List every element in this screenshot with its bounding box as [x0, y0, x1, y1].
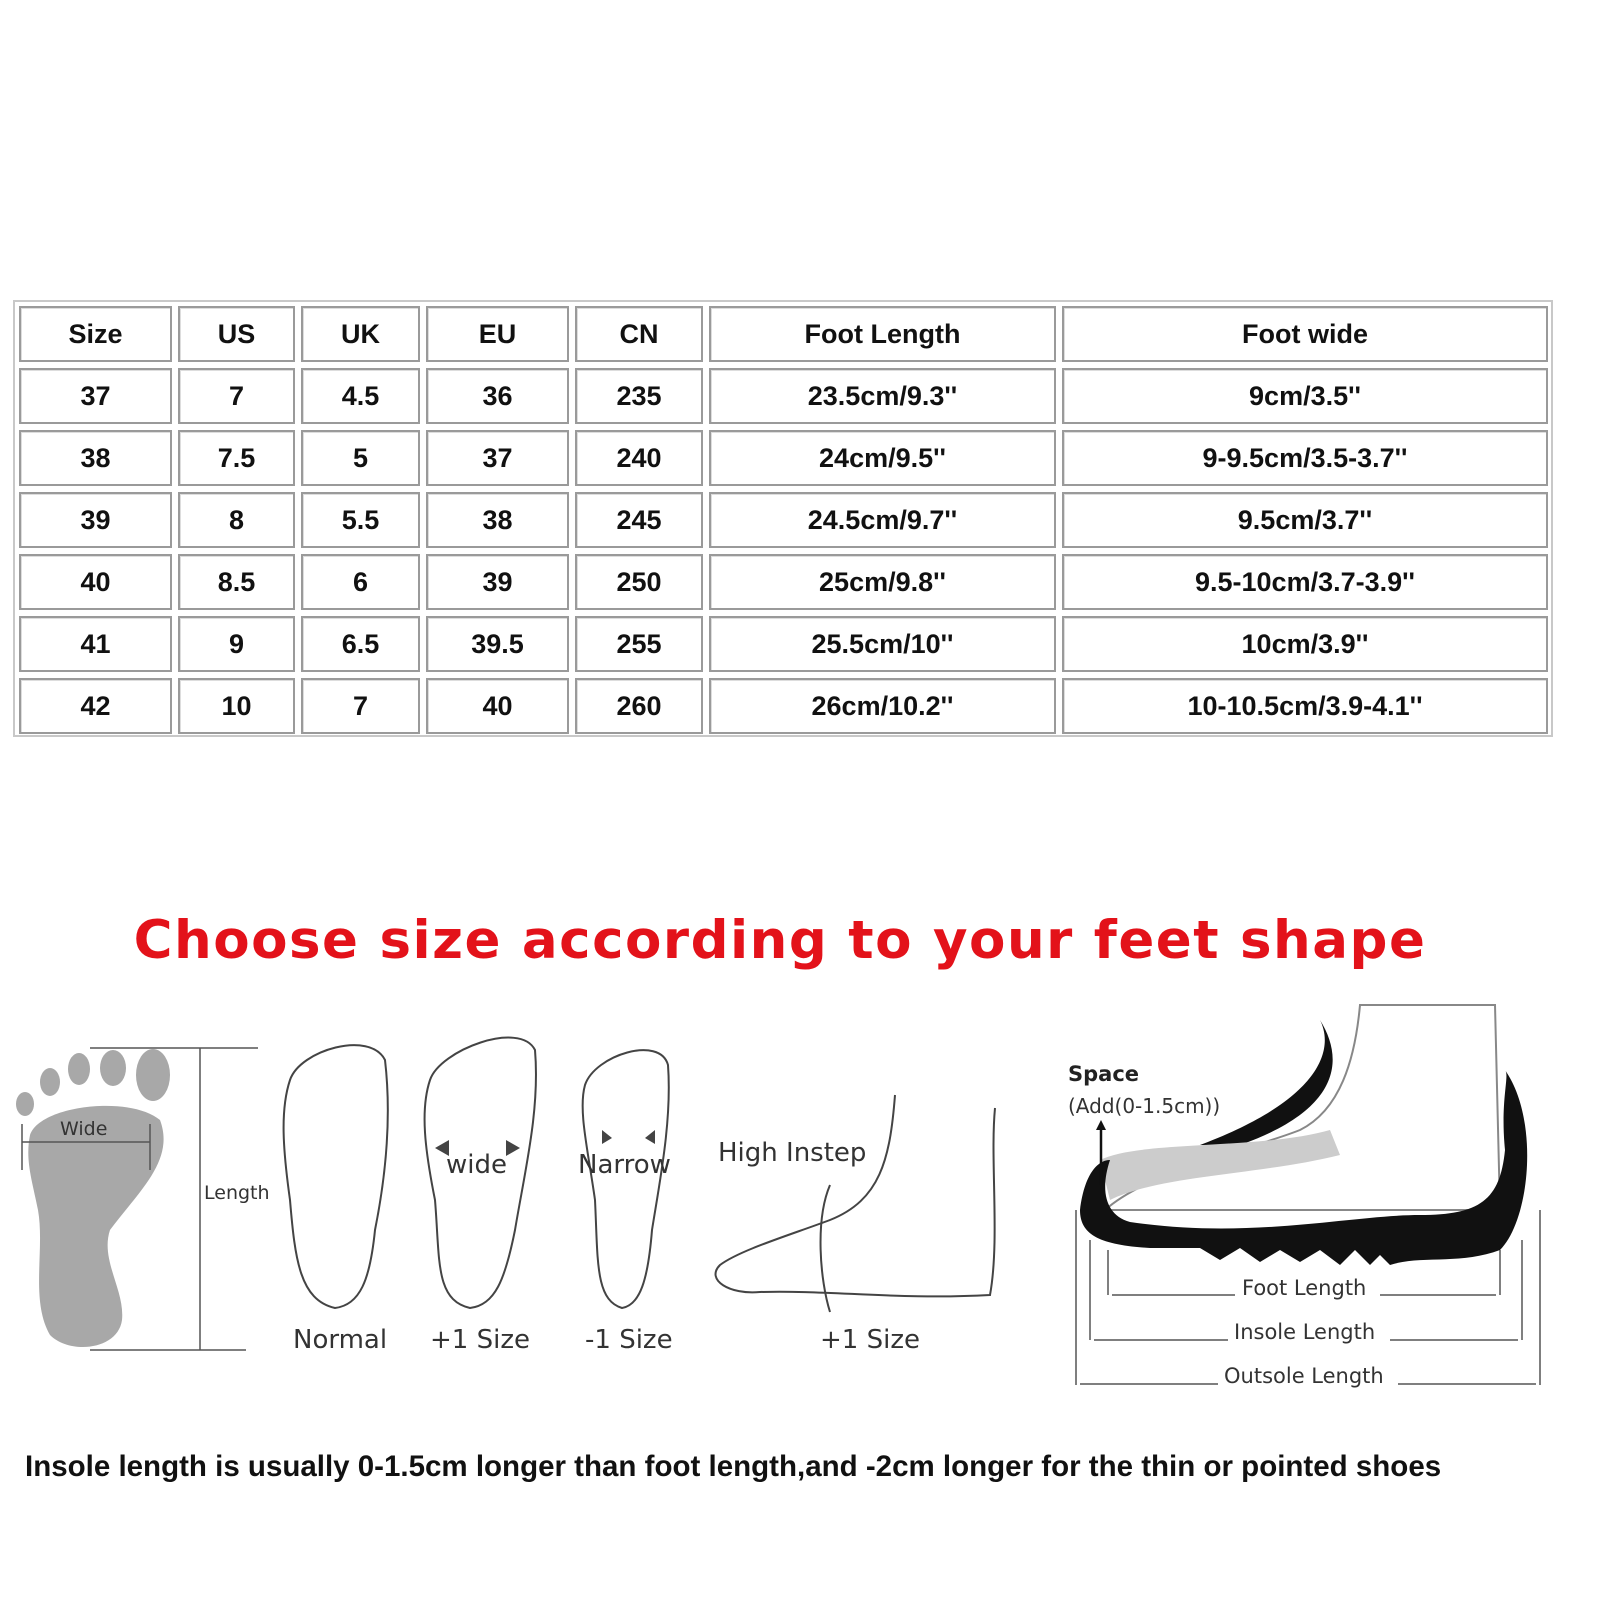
shoe-cross-section-icon: [1080, 1004, 1528, 1265]
table-cell: 25cm/9.8'': [709, 554, 1056, 610]
table-cell: 9cm/3.5'': [1062, 368, 1548, 424]
column-header: US: [178, 306, 295, 362]
table-row: 38 7.5 5 37 240 24cm/9.5'' 9-9.5cm/3.5-3.7'': [19, 430, 1548, 486]
table-cell: 260: [575, 678, 703, 734]
column-header: Size: [19, 306, 172, 362]
table-cell: 39: [19, 492, 172, 548]
table-row: 42 10 7 40 260 26cm/10.2'' 10-10.5cm/3.9-4.1'': [19, 678, 1548, 734]
table-row: 39 8 5.5 38 245 24.5cm/9.7'' 9.5cm/3.7'': [19, 492, 1548, 548]
table-cell: 255: [575, 616, 703, 672]
column-header: EU: [426, 306, 569, 362]
foot-silhouette-icon: [16, 1049, 170, 1347]
table-cell: 4.5: [301, 368, 420, 424]
table-cell: 10cm/3.9'': [1062, 616, 1548, 672]
table-cell: 24.5cm/9.7'': [709, 492, 1056, 548]
foot-length-label: Foot Length: [1242, 1276, 1367, 1300]
table-cell: 9.5-10cm/3.7-3.9'': [1062, 554, 1548, 610]
table-cell: 5.5: [301, 492, 420, 548]
table-cell: 23.5cm/9.3'': [709, 368, 1056, 424]
table-cell: 8: [178, 492, 295, 548]
column-header: CN: [575, 306, 703, 362]
caption-wide: +1 Size: [430, 1325, 530, 1355]
caption-high-instep: +1 Size: [820, 1325, 920, 1355]
arrow-icons: [435, 1130, 655, 1156]
outsole-length-label: Outsole Length: [1224, 1364, 1384, 1388]
table-cell: 6: [301, 554, 420, 610]
table-header-row: Size US UK EU CN Foot Length Foot wide: [19, 306, 1548, 362]
foot-wide-label: wide: [446, 1150, 507, 1180]
table-cell: 37: [19, 368, 172, 424]
table-cell: 250: [575, 554, 703, 610]
foot-outline-icons: [282, 1036, 996, 1313]
table-cell: 9: [178, 616, 295, 672]
page-title: Choose size according to your feet shape: [133, 910, 1427, 971]
table-cell: 41: [19, 616, 172, 672]
table-row: 40 8.5 6 39 250 25cm/9.8'' 9.5-10cm/3.7-3.9'': [19, 554, 1548, 610]
table-cell: 39.5: [426, 616, 569, 672]
table-cell: 24cm/9.5'': [709, 430, 1056, 486]
table-cell: 8.5: [178, 554, 295, 610]
column-header: Foot wide: [1062, 306, 1548, 362]
table-row: 41 9 6.5 39.5 255 25.5cm/10'' 10cm/3.9'': [19, 616, 1548, 672]
table-cell: 6.5: [301, 616, 420, 672]
table-cell: 38: [19, 430, 172, 486]
column-header: UK: [301, 306, 420, 362]
table-cell: 7: [301, 678, 420, 734]
table-cell: 38: [426, 492, 569, 548]
space-label: Space: [1068, 1062, 1140, 1086]
foot-narrow-label: Narrow: [578, 1150, 671, 1180]
length-label: Length: [204, 1182, 270, 1204]
table-cell: 5: [301, 430, 420, 486]
table-cell: 36: [426, 368, 569, 424]
insole-note: Insole length is usually 0-1.5cm longer …: [25, 1450, 1442, 1483]
table-cell: 40: [426, 678, 569, 734]
insole-length-label: Insole Length: [1234, 1320, 1376, 1344]
size-table: Size US UK EU CN Foot Length Foot wide 37 7 4.5 36…: [13, 300, 1553, 737]
table-row: 37 7 4.5 36 235 23.5cm/9.3'' 9cm/3.5'': [19, 368, 1548, 424]
table-cell: 40: [19, 554, 172, 610]
table-cell: 10: [178, 678, 295, 734]
table-cell: 245: [575, 492, 703, 548]
table-cell: 9.5cm/3.7'': [1062, 492, 1548, 548]
caption-narrow: -1 Size: [585, 1325, 673, 1355]
table-cell: 10-10.5cm/3.9-4.1'': [1062, 678, 1548, 734]
table-cell: 37: [426, 430, 569, 486]
caption-normal: Normal: [293, 1325, 388, 1355]
table-cell: 42: [19, 678, 172, 734]
space-add-label: (Add(0-1.5cm)): [1068, 1094, 1221, 1118]
table-cell: 235: [575, 368, 703, 424]
wide-label: Wide: [60, 1118, 108, 1140]
table-cell: 26cm/10.2'': [709, 678, 1056, 734]
table-cell: 7.5: [178, 430, 295, 486]
table-cell: 7: [178, 368, 295, 424]
high-instep-label: High Instep: [718, 1138, 867, 1168]
column-header: Foot Length: [709, 306, 1056, 362]
table-cell: 9-9.5cm/3.5-3.7'': [1062, 430, 1548, 486]
table-cell: 240: [575, 430, 703, 486]
table-cell: 25.5cm/10'': [709, 616, 1056, 672]
table-cell: 39: [426, 554, 569, 610]
